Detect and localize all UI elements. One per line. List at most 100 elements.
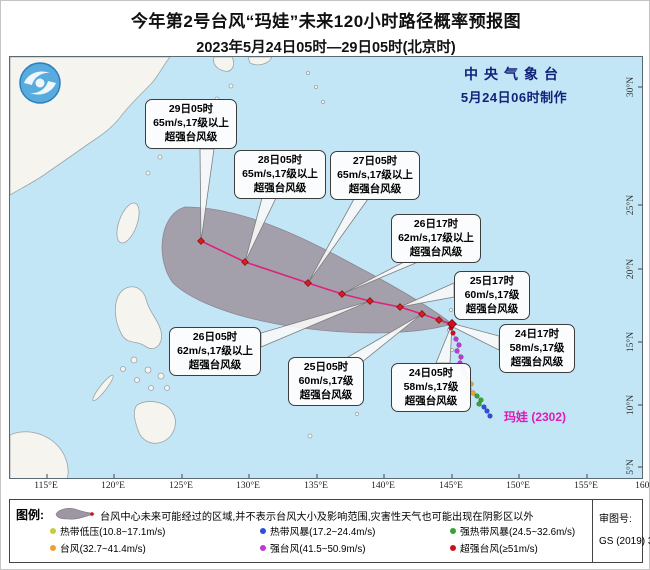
callout-category: 超强台风级 <box>253 181 307 194</box>
callout-category: 超强台风级 <box>164 130 218 143</box>
legend-item-ty: 台风(32.7~41.4m/s) <box>50 541 146 555</box>
observed-point-ts <box>481 404 487 410</box>
callout-wind: 65m/s,17级以上 <box>153 116 229 129</box>
lat-label: 30°N <box>626 76 636 98</box>
callout-time: 26日05时 <box>192 331 238 343</box>
callout-time: 24日05时 <box>408 367 454 379</box>
legend-item-td: 热带低压(10.8~17.1m/s) <box>50 524 165 538</box>
izu-islands <box>305 70 325 105</box>
visayas-islands <box>120 356 170 391</box>
dynamic-layer <box>46 86 642 478</box>
callout-wind: 62m/s,17级以上 <box>398 231 474 244</box>
forecast-point <box>418 310 426 318</box>
map-svg <box>10 57 642 478</box>
callout-time: 26日17时 <box>413 218 459 230</box>
credit-made-time: 5月24日06时制作 <box>460 90 568 105</box>
page-subtitle: 2023年5月24日05时—29日05时(北京时) <box>196 40 456 56</box>
callout-wind: 65m/s,17级以上 <box>242 167 318 180</box>
lat-label: 15°N <box>626 331 636 353</box>
lon-label: 155°E <box>574 481 598 491</box>
legend-dot-ts <box>260 528 266 534</box>
legend-label: 热带风暴(17.2~24.4m/s) <box>270 527 376 538</box>
credit-block: 中央气象台 5月24日06时制作 <box>428 64 600 106</box>
callout-time: 27日05时 <box>352 155 398 167</box>
legend-item-ts: 热带风暴(17.2~24.4m/s) <box>260 524 375 538</box>
callout-category: 超强台风级 <box>510 355 564 368</box>
legend-divider <box>592 500 593 562</box>
callout-time: 28日05时 <box>257 154 303 166</box>
callout-wind: 65m/s,17级以上 <box>337 168 413 181</box>
forecast-callout: 27日05时 65m/s,17级以上 超强台风级 <box>330 151 420 201</box>
callout-wind: 60m/s,17级 <box>464 288 520 301</box>
lat-label: 25°N <box>626 194 636 216</box>
legend-intro-text: 台风中心未来可能经过的区域,并不表示台风大小及影响范围,灾害性天气也可能出现在阴… <box>100 512 534 523</box>
forecast-callout: 25日17时 60m/s,17级 超强台风级 <box>454 271 530 321</box>
borneo-island <box>10 431 69 478</box>
callout-category: 超强台风级 <box>299 388 353 401</box>
legend-label: 热带低压(10.8~17.1m/s) <box>60 527 166 538</box>
shikoku-island <box>247 57 273 66</box>
observed-point-sty <box>453 336 459 342</box>
callout-time: 25日17时 <box>469 275 515 287</box>
lat-label: 10°N <box>626 394 636 416</box>
observed-point-sty <box>454 348 460 354</box>
legend-label: 超强台风(≥51m/s) <box>460 544 538 555</box>
title-block: 今年第2号台风“玛娃”未来120小时路径概率预报图 2023年5月24日05时—… <box>1 7 650 57</box>
legend-dot-td <box>50 528 56 534</box>
legend-dot-sts <box>450 528 456 534</box>
callout-leader-wedge <box>260 300 371 348</box>
legend-item-sts: 强热带风暴(24.5~32.6m/s) <box>450 524 575 538</box>
credit-agency: 中央气象台 <box>464 66 564 82</box>
luzon-island <box>114 286 162 349</box>
forecast-point <box>197 237 205 245</box>
callout-category: 超强台风级 <box>404 394 458 407</box>
legend-title: 图例: <box>16 508 44 522</box>
callout-wind: 58m/s,17级 <box>509 341 565 354</box>
observed-point-ts <box>484 408 490 414</box>
forecast-point <box>241 258 249 266</box>
callout-wind: 58m/s,17级 <box>403 380 459 393</box>
legend-label: 强台风(41.5~50.9m/s) <box>270 544 366 555</box>
storm-name-label: 玛娃 (2302) <box>504 410 567 424</box>
callout-category: 超强台风级 <box>348 182 402 195</box>
observed-point-superty <box>450 330 456 336</box>
observed-point-sty <box>456 342 462 348</box>
lon-label: 145°E <box>439 481 463 491</box>
lon-label: 150°E <box>506 481 530 491</box>
callout-time: 25日05时 <box>303 361 349 373</box>
callout-time: 24日17时 <box>514 328 560 340</box>
lat-label: 5°N <box>626 459 636 475</box>
taiwan-island <box>116 202 140 244</box>
legend-dot-sty <box>260 545 266 551</box>
forecast-callout: 25日05时 60m/s,17级 超强台风级 <box>288 357 364 407</box>
kyushu-island <box>213 57 234 72</box>
callout-leader-wedge <box>199 148 215 242</box>
lon-label: 125°E <box>169 481 193 491</box>
cma-logo-icon <box>19 62 61 104</box>
forecast-callout: 28日05时 65m/s,17级以上 超强台风级 <box>234 150 326 200</box>
yap-island <box>354 411 360 417</box>
callout-time: 29日05时 <box>168 103 214 115</box>
review-label: 审图号: <box>599 514 632 525</box>
forecast-point <box>435 316 443 324</box>
forecast-callout: 26日17时 62m/s,17级以上 超强台风级 <box>391 214 481 264</box>
mindanao-island <box>133 401 176 444</box>
observed-point-sty <box>458 354 464 360</box>
forecast-point <box>304 279 312 287</box>
forecast-callout: 24日17时 58m/s,17级 超强台风级 <box>499 324 575 374</box>
typhoon-map: 中央气象台 5月24日06时制作 玛娃 (2302) 29日05时 65m/s,1… <box>9 56 643 479</box>
lon-label: 160°E <box>635 481 650 491</box>
forecast-point <box>366 297 374 305</box>
observed-point-sts <box>474 393 480 399</box>
callout-category: 超强台风级 <box>465 302 519 315</box>
callout-category: 超强台风级 <box>188 358 242 371</box>
observed-point-ts <box>487 413 493 419</box>
lon-label: 120°E <box>101 481 125 491</box>
cone-sample-icon <box>55 508 96 520</box>
lat-label: 20°N <box>626 258 636 280</box>
legend-item-sty: 强台风(41.5~50.9m/s) <box>260 541 366 555</box>
review-value: GS (2019) 3082号 <box>599 536 650 547</box>
legend-dot-superty <box>450 545 456 551</box>
observed-point-ty <box>470 390 476 396</box>
